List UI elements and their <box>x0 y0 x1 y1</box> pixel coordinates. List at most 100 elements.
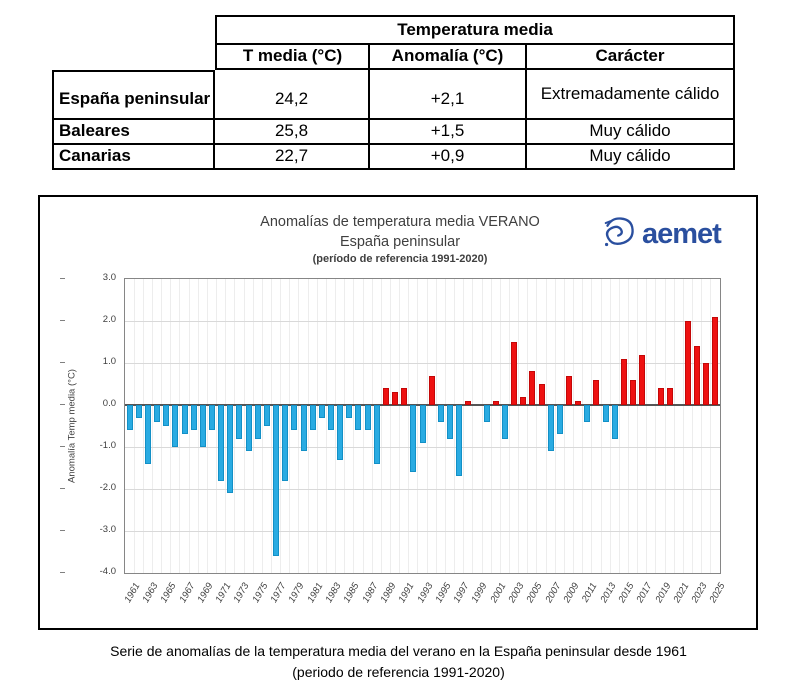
vertical-gridline <box>682 279 684 573</box>
vertical-gridline <box>243 279 245 573</box>
x-tick-label: 1999 <box>469 581 490 605</box>
anomaly-bar-1998 <box>465 400 472 405</box>
column-header-anomalia: Anomalía (°C) <box>370 45 527 70</box>
vertical-gridline <box>188 279 190 573</box>
anomaly-bar-1964 <box>154 405 161 422</box>
x-tick-label: 1969 <box>195 581 216 605</box>
anomaly-bar-1975 <box>254 405 261 439</box>
anomaly-bar-2020 <box>666 388 673 405</box>
anomaly-bar-1977 <box>273 405 280 557</box>
x-tick-label: 2025 <box>707 581 728 605</box>
x-tick-label: 2013 <box>597 581 619 605</box>
y-tick-mark <box>60 361 65 363</box>
x-tick-label: 1991 <box>396 581 417 605</box>
x-tick-label: 1993 <box>414 581 436 605</box>
table-empty-corner <box>52 15 215 45</box>
tmedia-espana: 24,2 <box>215 70 370 120</box>
table-group-header: Temperatura media <box>215 15 735 45</box>
anomaly-bar-2023 <box>694 346 701 405</box>
y-tick-mark <box>60 529 65 531</box>
vertical-gridline <box>179 279 181 573</box>
x-tick-label: 2023 <box>689 581 710 605</box>
vertical-gridline <box>655 279 657 573</box>
vertical-gridline <box>435 279 437 573</box>
vertical-gridline <box>353 279 355 573</box>
vertical-gridline <box>316 279 318 573</box>
anomalia-canarias: +0,9 <box>370 145 527 170</box>
x-tick-label: 1987 <box>359 581 381 605</box>
vertical-gridline <box>600 279 602 573</box>
anomaly-bar-1961 <box>126 405 133 431</box>
vertical-gridline <box>270 279 272 573</box>
y-tick-label: 1.0 <box>102 356 116 367</box>
x-tick-label: 2017 <box>634 581 655 605</box>
column-header-caracter: Carácter <box>527 45 735 70</box>
vertical-gridline <box>142 279 144 573</box>
anomaly-bar-1993 <box>419 405 426 443</box>
y-tick-label: 3.0 <box>102 272 116 283</box>
vertical-gridline <box>637 279 639 573</box>
tmedia-baleares: 25,8 <box>215 120 370 145</box>
vertical-gridline <box>582 279 584 573</box>
y-tick-label: -3.0 <box>99 524 116 535</box>
vertical-gridline <box>206 279 208 573</box>
horizontal-gridline <box>125 446 720 448</box>
vertical-gridline <box>627 279 629 573</box>
x-tick-label: 2007 <box>543 581 564 605</box>
vertical-gridline <box>463 279 465 573</box>
anomaly-bar-2002 <box>501 405 508 439</box>
vertical-gridline <box>444 279 446 573</box>
y-tick-mark <box>60 403 65 405</box>
vertical-gridline <box>161 279 163 573</box>
anomaly-bar-2006 <box>538 384 545 405</box>
anomaly-bar-1989 <box>382 388 389 405</box>
anomaly-bar-2001 <box>492 400 499 405</box>
table-empty-corner <box>52 45 215 70</box>
vertical-gridline <box>472 279 474 573</box>
anomaly-bar-2008 <box>556 405 563 435</box>
anomaly-bar-1976 <box>263 405 270 426</box>
x-tick-label: 1975 <box>250 581 271 605</box>
vertical-gridline <box>664 279 666 573</box>
anomaly-bar-2024 <box>703 363 710 405</box>
anomaly-bar-1978 <box>282 405 289 481</box>
chart-figure: Anomalías de temperatura media VERANO Es… <box>38 195 758 630</box>
y-tick-mark <box>60 571 65 573</box>
summary-table: Temperatura media T media (°C) Anomalía … <box>52 15 735 170</box>
anomaly-bar-2000 <box>483 405 490 422</box>
vertical-gridline <box>362 279 364 573</box>
anomaly-bar-1972 <box>227 405 234 494</box>
anomaly-bar-1991 <box>401 388 408 405</box>
x-tick-label: 1997 <box>451 581 472 605</box>
anomaly-bar-1985 <box>346 405 353 418</box>
y-tick-label: -2.0 <box>99 482 116 493</box>
x-tick-label: 2005 <box>524 581 545 605</box>
vertical-gridline <box>252 279 254 573</box>
figure-caption: Serie de anomalías de la temperatura med… <box>0 641 797 683</box>
anomaly-bar-2012 <box>593 379 600 405</box>
vertical-gridline <box>710 279 712 573</box>
vertical-gridline <box>307 279 309 573</box>
x-tick-label: 1977 <box>268 581 289 605</box>
vertical-gridline <box>234 279 236 573</box>
vertical-gridline <box>527 279 529 573</box>
anomaly-bar-1982 <box>318 405 325 418</box>
vertical-gridline <box>380 279 382 573</box>
y-tick-label: 0.0 <box>102 398 116 409</box>
vertical-gridline <box>344 279 346 573</box>
x-tick-label: 1971 <box>213 581 234 605</box>
anomaly-bar-1995 <box>437 405 444 422</box>
anomaly-bar-2005 <box>529 371 536 405</box>
vertical-gridline <box>151 279 153 573</box>
anomaly-bar-1968 <box>190 405 197 431</box>
horizontal-gridline <box>125 362 720 364</box>
vertical-gridline <box>646 279 648 573</box>
x-tick-label: 1973 <box>231 581 252 605</box>
row-label-espana-peninsular: España peninsular <box>52 70 215 120</box>
horizontal-gridline <box>125 320 720 322</box>
anomaly-bar-2016 <box>630 379 637 405</box>
anomaly-bar-2004 <box>520 396 527 405</box>
x-axis: 1961 1963 1965 1967 1969 1971 1973 1975 1977 1979… <box>122 577 728 627</box>
anomaly-bar-1996 <box>446 405 453 439</box>
